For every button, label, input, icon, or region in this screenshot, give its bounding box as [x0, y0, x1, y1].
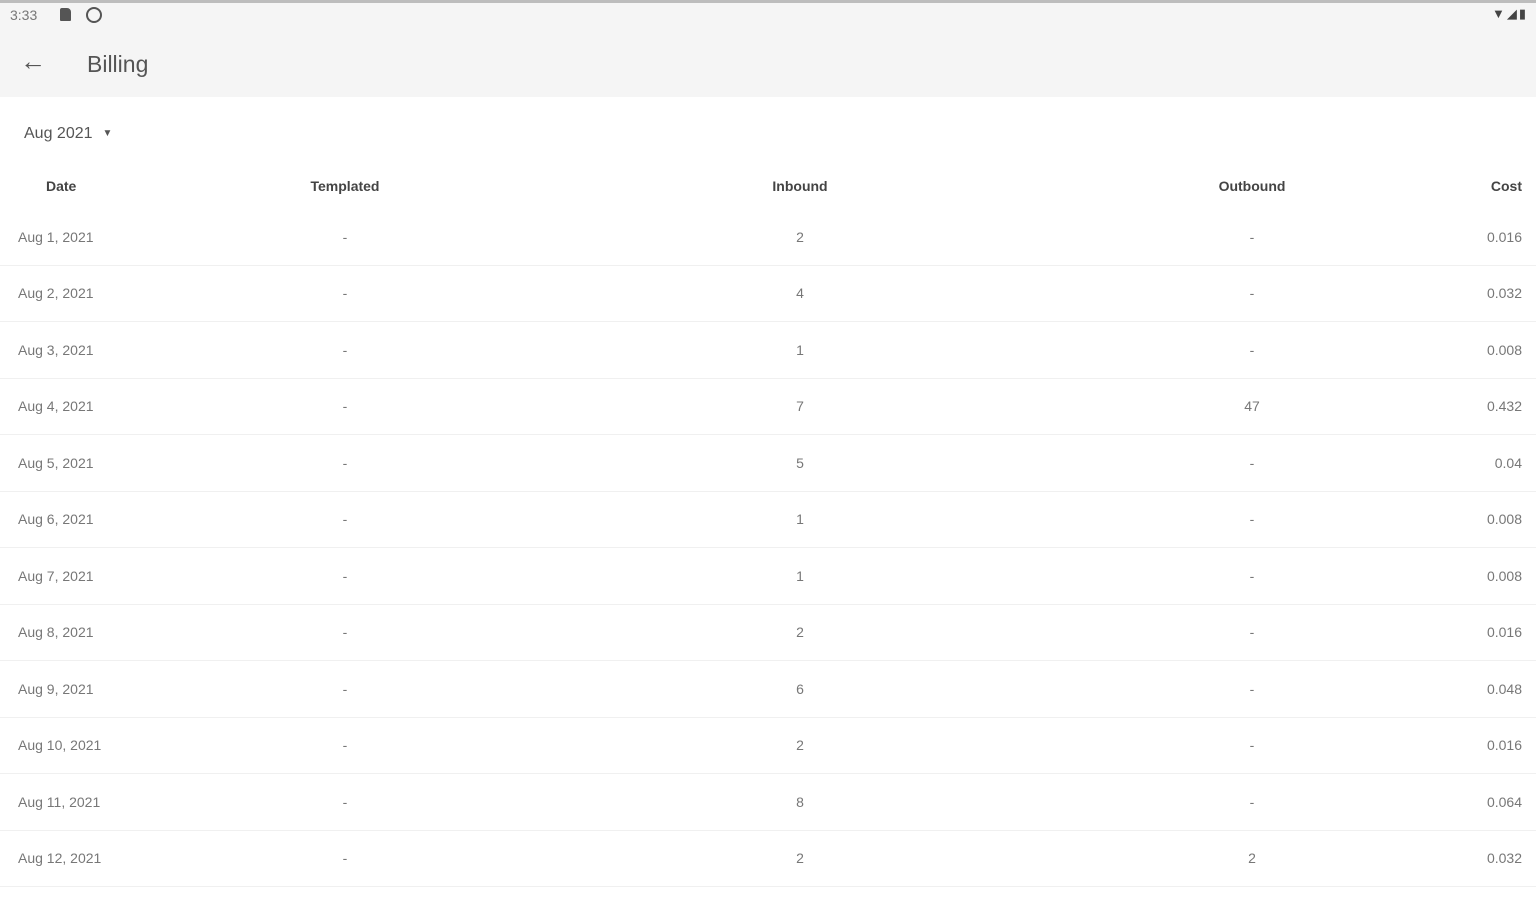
cell-inbound: 2 [796, 624, 804, 641]
cell-templated: - [342, 793, 348, 810]
table-row: Aug 2, 2021 - 4 - 0.032 [0, 266, 1536, 322]
cell-templated: - [342, 850, 348, 867]
month-value: Aug 2021 [24, 125, 93, 142]
table-row: Aug 8, 2021 - 2 - 0.016 [0, 605, 1536, 661]
cell-date: Aug 10, 2021 [18, 737, 102, 754]
cell-templated: - [342, 454, 348, 471]
cell-cost: 0.008 [1486, 341, 1522, 358]
table-row: Aug 12, 2021 - 2 2 0.032 [0, 831, 1536, 887]
battery-icon: ▮ [1518, 6, 1528, 21]
cell-templated: - [342, 398, 348, 415]
cell-date: Aug 11, 2021 [18, 793, 101, 810]
cell-outbound: - [1249, 793, 1255, 810]
arrow-back-icon[interactable]: ← [20, 46, 46, 76]
cell-inbound: 7 [796, 398, 804, 415]
cell-outbound: - [1249, 341, 1255, 358]
billing-table: Date Templated Inbound Outbound Cost Aug… [0, 163, 1536, 887]
cell-templated: - [342, 737, 348, 754]
cell-cost: 0.016 [1486, 228, 1522, 245]
dropdown-caret-icon: ▼ [102, 128, 113, 139]
cell-inbound: 2 [796, 228, 804, 245]
header-date: Date [46, 178, 77, 194]
cell-cost: 0.048 [1486, 680, 1522, 697]
month-selector[interactable]: Aug 2021 ▼ [24, 125, 112, 143]
table-row: Aug 1, 2021 - 2 - 0.016 [0, 209, 1536, 266]
cell-date: Aug 7, 2021 [18, 567, 94, 584]
status-icons: ▼◢▮ [1492, 6, 1528, 22]
app-bar: ← Billing [0, 27, 1536, 97]
cell-outbound: - [1249, 511, 1255, 528]
cell-inbound: 1 [796, 511, 804, 528]
table-row: Aug 10, 2021 - 2 - 0.016 [0, 718, 1536, 774]
cell-cost: 0.016 [1486, 624, 1522, 641]
cell-inbound: 2 [796, 737, 804, 754]
cell-date: Aug 9, 2021 [18, 680, 94, 697]
cell-inbound: 1 [796, 341, 804, 358]
cell-outbound: 47 [1244, 398, 1260, 415]
cell-templated: - [342, 511, 348, 528]
table-row: Aug 4, 2021 - 7 47 0.432 [0, 379, 1536, 435]
cell-cost: 0.04 [1494, 454, 1522, 471]
header-cost: Cost [1490, 178, 1522, 194]
cell-outbound: - [1249, 567, 1255, 584]
cell-inbound: 5 [796, 454, 804, 471]
header-templated: Templated [310, 178, 380, 194]
cell-outbound: - [1249, 228, 1255, 245]
cell-outbound: - [1249, 454, 1255, 471]
cell-outbound: - [1249, 624, 1255, 641]
header-outbound: Outbound [1218, 178, 1286, 194]
cell-outbound: - [1249, 680, 1255, 697]
cell-cost: 0.032 [1486, 850, 1522, 867]
table-row: Aug 9, 2021 - 6 - 0.048 [0, 661, 1536, 718]
cell-date: Aug 5, 2021 [18, 454, 94, 471]
sd-card-icon [60, 8, 71, 21]
cell-cost: 0.064 [1486, 793, 1522, 810]
cell-inbound: 8 [796, 793, 804, 810]
cell-date: Aug 12, 2021 [18, 850, 102, 867]
cell-date: Aug 1, 2021 [18, 228, 94, 245]
top-border [0, 0, 1536, 3]
signal-icon: ◢ [1506, 6, 1519, 21]
table-header: Date Templated Inbound Outbound Cost [0, 163, 1536, 209]
table-row: Aug 11, 2021 - 8 - 0.064 [0, 774, 1536, 831]
cell-date: Aug 8, 2021 [18, 624, 94, 641]
cell-inbound: 1 [796, 567, 804, 584]
cell-date: Aug 6, 2021 [18, 511, 94, 528]
wifi-icon: ▼ [1491, 6, 1507, 21]
table-row: Aug 6, 2021 - 1 - 0.008 [0, 492, 1536, 548]
table-row: Aug 7, 2021 - 1 - 0.008 [0, 548, 1536, 605]
sync-icon [86, 7, 102, 23]
cell-date: Aug 4, 2021 [18, 398, 94, 415]
cell-templated: - [342, 341, 348, 358]
table-row: Aug 3, 2021 - 1 - 0.008 [0, 322, 1536, 379]
cell-templated: - [342, 624, 348, 641]
cell-outbound: - [1249, 285, 1255, 302]
cell-outbound: - [1249, 737, 1255, 754]
cell-cost: 0.008 [1486, 511, 1522, 528]
cell-cost: 0.432 [1486, 398, 1522, 415]
status-bar: 3:33 ▼◢▮ [0, 3, 1536, 27]
cell-templated: - [342, 228, 348, 245]
cell-date: Aug 2, 2021 [18, 285, 94, 302]
cell-cost: 0.032 [1486, 285, 1522, 302]
cell-templated: - [342, 285, 348, 302]
status-time: 3:33 [10, 7, 38, 23]
table-row: Aug 5, 2021 - 5 - 0.04 [0, 435, 1536, 492]
cell-templated: - [342, 567, 348, 584]
cell-templated: - [342, 680, 348, 697]
cell-date: Aug 3, 2021 [18, 341, 94, 358]
page-title: Billing [87, 51, 149, 77]
header-inbound: Inbound [772, 178, 828, 194]
cell-outbound: 2 [1248, 850, 1256, 867]
cell-inbound: 2 [796, 850, 804, 867]
cell-inbound: 6 [796, 680, 804, 697]
cell-cost: 0.008 [1486, 567, 1522, 584]
cell-inbound: 4 [796, 285, 804, 302]
cell-cost: 0.016 [1486, 737, 1522, 754]
